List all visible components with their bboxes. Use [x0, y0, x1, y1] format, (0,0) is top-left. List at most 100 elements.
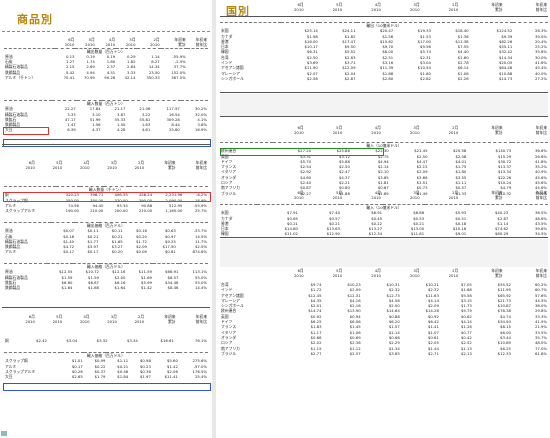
table-row: マレーシア $4.35 $4.16 $4.56 $4.14 $3.15 $21.73 44.5… — [220, 298, 548, 303]
row-value: $4.40 — [457, 49, 469, 55]
row-value: $1.81 — [377, 180, 389, 186]
row-value: 1.74 — [86, 59, 95, 65]
row-label: 鉄鋼製品 — [5, 122, 21, 128]
row-value: -55.9% — [172, 53, 186, 59]
row-label: 南アフリカ — [221, 345, 240, 351]
section-title: 輸入数量（百万トン） — [4, 100, 208, 107]
row-value: $16.61 — [160, 338, 174, 343]
header-cell: 2010 — [293, 195, 304, 201]
header-cell: 累計 — [495, 273, 503, 279]
row-label: 台湾 — [221, 54, 229, 60]
row-value: 93.34 — [116, 202, 128, 208]
row-value: $0.07 — [63, 228, 75, 234]
row-value: $0.68 — [310, 334, 322, 340]
row-value: $1.68 — [88, 285, 99, 291]
header-cell: 5月 — [336, 190, 343, 195]
row-label: イタリア — [221, 169, 237, 175]
row-label: 欧州連合 — [221, 308, 237, 314]
row-value: 47.17 — [64, 116, 76, 122]
row-value: $0.80 — [339, 185, 350, 191]
divider — [220, 16, 548, 17]
row-value: $1.80 — [420, 70, 431, 76]
row-value: 4.51 — [106, 69, 116, 75]
row-value: $1.42 — [166, 363, 178, 369]
row-label: 欧州連合 — [221, 148, 237, 154]
row-value: $2.77 — [310, 350, 322, 356]
row-value: $34.50 — [497, 319, 511, 325]
row-value: $12.55 — [59, 269, 73, 275]
row-value: 26.3% — [534, 28, 547, 34]
header-cell: 2010 — [107, 319, 117, 325]
row-value: $13.00 — [410, 226, 425, 232]
row-value: $10.32 — [497, 190, 512, 196]
row-value: 90.26 — [104, 75, 116, 81]
row-value: $5.70 — [300, 158, 312, 164]
row-value: $2.63 — [344, 54, 356, 60]
row-value: $0.57 — [455, 185, 467, 191]
row-value: $4.35 — [310, 297, 322, 303]
header-cell: 2010 — [134, 319, 145, 325]
header-cell: 年初来 — [164, 160, 176, 165]
header-cell: 2010 — [448, 130, 459, 136]
row-value: 45.6% — [534, 174, 547, 180]
header-cell: 4月 — [374, 2, 381, 7]
row-label: アルミ（千トン） — [5, 75, 36, 81]
row-value: -33.7% — [193, 228, 207, 234]
table-row: カナダ $0.65 $0.57 $0.45 $0.53 $0.51 $2.87 48.6% — [220, 216, 548, 221]
panel-gap — [212, 0, 216, 438]
row-label: ドイツ — [221, 319, 233, 325]
row-value: $2.09 — [416, 169, 428, 175]
row-value: $6.20 — [388, 319, 400, 325]
header-cell: 2010 — [79, 165, 90, 171]
import-table: 輸入（10億米ドル） 欧州連合 $27.20 $25.86 $22.30 $21.45 $2… — [220, 142, 548, 196]
row-value: $0.37 — [94, 368, 106, 374]
row-value: $10.87 — [497, 303, 511, 309]
row-value: $13.34 — [497, 169, 512, 175]
header-row: 6月 5月 4月 3月 2月 年初来 年初来 — [266, 190, 548, 195]
row-value: 17.84 — [89, 106, 101, 112]
row-value: 40.9% — [534, 169, 547, 175]
header-table-2: 6月 5月 4月 3月 2月 年初来 年初来 2010 2010 2010 2010 2010 累計 前年… — [266, 125, 548, 136]
row-value: $9.74 — [310, 282, 322, 287]
row-label: 鉄鋼製品 — [5, 244, 21, 250]
import-qty2-table: 輸入数量（千トン）銅 320.23 396.71 406.35 456.24 2,231.… — [4, 186, 208, 213]
row-label: 原油 — [5, 228, 13, 234]
row-value: $1.33 — [455, 190, 467, 196]
left-panel-by-commodity: 商品別 6月 5月 4月 3月 2月 年初来 年初来 2010 2010 2010 2010 2010… — [0, 0, 212, 438]
header-cell: 2010 — [293, 7, 304, 13]
highlight-soybean-2 — [3, 383, 211, 391]
row-value: $6.25 — [500, 345, 511, 351]
row-label: 日本 — [221, 226, 229, 232]
row-value: $0.17 — [71, 363, 83, 369]
row-value: $3.85 — [388, 350, 400, 356]
row-value: $0.63 — [164, 228, 176, 234]
header-cell: 2010 — [448, 7, 459, 13]
row-value: $0.66 — [388, 334, 400, 340]
header-cell: 5月 — [336, 125, 343, 130]
row-value: $11.95 — [497, 287, 511, 293]
row-value: $4.79 — [500, 185, 512, 191]
row-value: $0.21 — [413, 220, 425, 226]
row-value: $2.15 — [416, 164, 428, 170]
row-value: $0.22 — [94, 363, 106, 369]
row-value: $2.50 — [416, 153, 428, 159]
row-value: $1.44 — [428, 345, 439, 351]
row-value: $2.27 — [300, 190, 312, 196]
table-row: 南アフリカ $1.15 $1.12 $1.34 $1.44 $1.13 $6.25 77.0% — [220, 346, 548, 351]
row-value: $82.26 — [498, 38, 513, 44]
table-row: オランダ $0.68 $0.69 $0.66 $0.61 $0.42 $3.44 35.7% — [220, 335, 548, 340]
row-label: オランダ — [221, 174, 237, 180]
table-row: 日本 $14.80 $13.63 $13.27 $13.00 $10.18 $74.62 39… — [220, 226, 548, 231]
row-value: 44.6% — [534, 185, 547, 191]
row-value: 33.5% — [534, 329, 547, 335]
row-value: 30.0% — [534, 54, 547, 60]
row-value: $3.66 — [416, 174, 428, 180]
table-row: 鉄鋼製品 $1.64 $1.68 $1.64 $1.42 $8.46 14.4% — [4, 285, 208, 290]
export-price-table: 輸出価格（百万ドル） 原油 $0.07 $0.11 $0.11 $0.16 $0.63 -33… — [4, 222, 208, 255]
row-value: 4.94 — [86, 69, 95, 75]
row-value: $9.39 — [501, 33, 513, 39]
row-value: $1.53 — [420, 33, 431, 39]
row-label: 日本 — [221, 44, 229, 50]
row-value: $22.30 — [375, 148, 389, 154]
row-value: 1.63 — [141, 122, 151, 128]
